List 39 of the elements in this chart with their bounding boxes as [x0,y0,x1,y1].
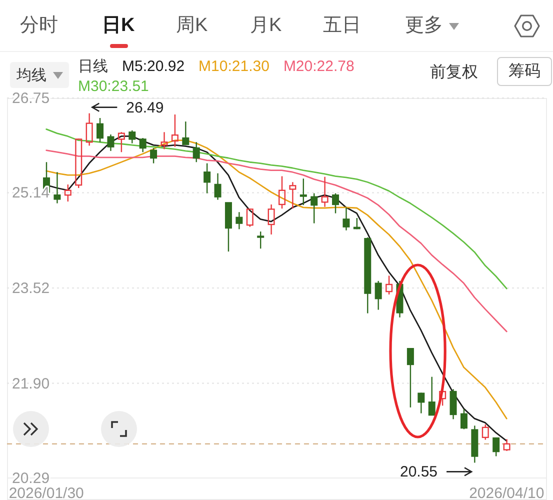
y-tick-label: 26.75 [12,90,50,106]
candlestick [428,376,436,416]
x-tick-label: 2026/04/10 [469,484,544,500]
candlestick [342,206,350,231]
annotation: 20.55 [400,463,438,480]
candlestick [268,204,275,236]
text: M5:20.92 [122,57,185,77]
candlestick [289,182,296,210]
candlestick [321,176,328,208]
round-button[interactable] [13,411,49,447]
candlestick [224,202,232,252]
legend-title: 日线 [78,57,108,77]
candlestick [471,425,478,464]
text: M10:21.30 [198,57,270,77]
text: M20:22.78 [283,57,354,77]
text: 五日 [323,14,361,38]
dropdown-button[interactable]: 均线 [10,62,69,88]
round-button[interactable] [101,411,137,447]
text: 分时 [20,14,58,38]
y-tick-label: 20.29 [12,470,50,486]
text: 日K [102,14,135,38]
y-tick-label: 21.90 [12,374,50,392]
annotation: 26.49 [126,98,164,116]
candlestick [86,112,93,146]
button[interactable]: 筹码 [497,57,552,86]
text: 周K [176,14,208,38]
text: 月K [250,14,282,38]
y-tick-label: 23.52 [12,280,50,296]
text: 前复权 [430,64,478,81]
candlestick [54,172,61,204]
y-tick-label: 25.14 [12,184,50,202]
x-tick-label: 2026/01/30 [8,484,84,500]
candlestick [406,348,414,408]
candlestick [236,212,243,230]
candlestick [214,172,222,200]
candlestick [450,388,457,420]
text: 更多 [405,14,443,38]
candlestick [160,132,168,150]
text: M30:23.51 [78,77,149,97]
